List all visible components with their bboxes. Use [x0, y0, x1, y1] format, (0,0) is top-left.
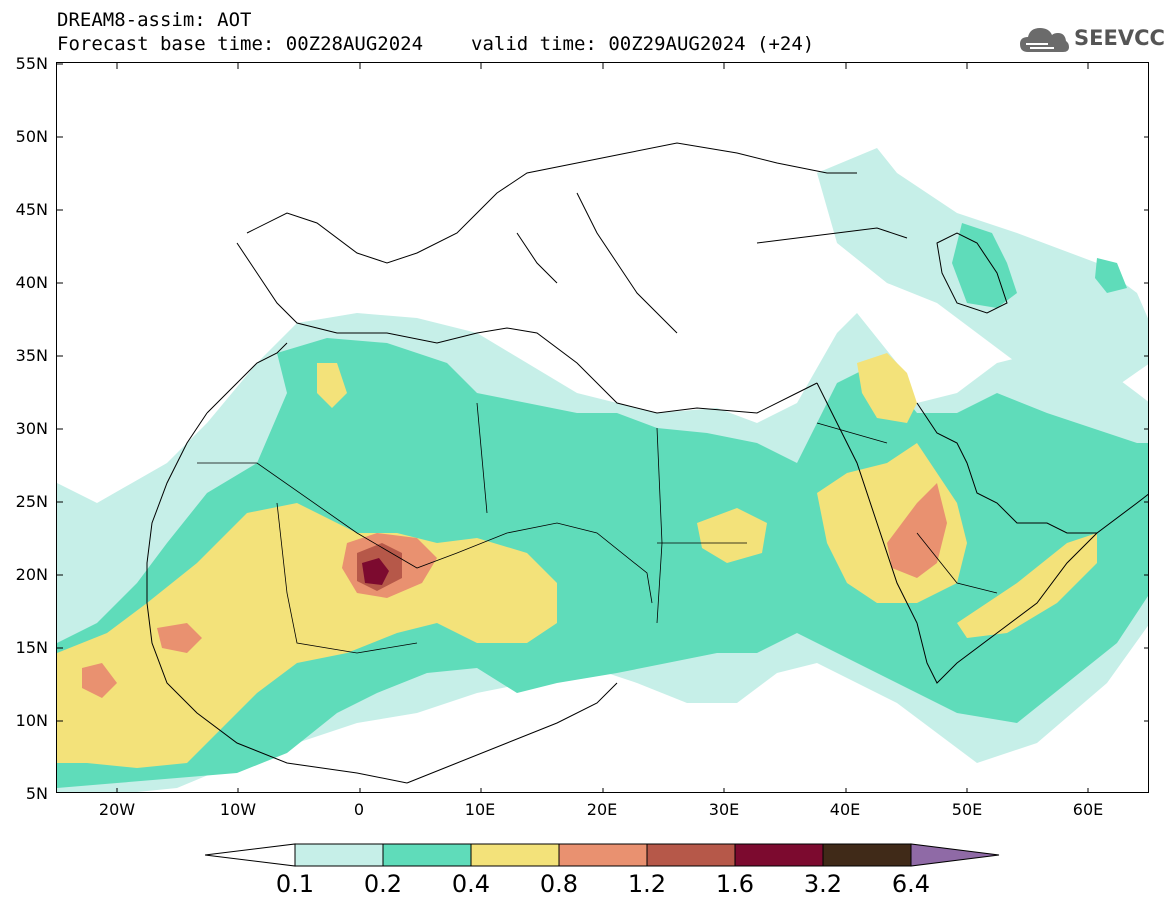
legend-level: 1.2: [627, 870, 667, 898]
lat-ticks: [57, 63, 1148, 722]
lon-label: 50E: [951, 800, 983, 819]
legend-swatch: [646, 843, 736, 867]
aot-band-04-nilwest: [697, 508, 767, 563]
borders: [197, 402, 998, 654]
lon-label: 40E: [829, 800, 861, 819]
lat-label: 10N: [15, 711, 48, 730]
lon-label: 60E: [1072, 800, 1104, 819]
map-title: DREAM8-assim: AOT: [57, 9, 252, 31]
lon-ticks: [116, 63, 1089, 792]
aot-band-08-arabia: [887, 483, 947, 578]
lat-label: 30N: [15, 419, 48, 438]
aot-band-04: [57, 503, 557, 768]
legend-level: 3.2: [803, 870, 843, 898]
lat-label: 40N: [15, 273, 48, 292]
lon-label: 20W: [98, 800, 136, 819]
aot-colorbar: [205, 843, 1000, 867]
legend-swatch: [382, 843, 472, 867]
lon-label: 30E: [708, 800, 740, 819]
legend-level: 0.8: [539, 870, 579, 898]
legend-level: 0.4: [451, 870, 491, 898]
cloud-icon: [1020, 28, 1069, 52]
lat-label: 55N: [15, 54, 48, 73]
lon-label: 10E: [464, 800, 496, 819]
base-time: Forecast base time: 00Z28AUG2024: [57, 33, 424, 55]
lon-label: 10W: [219, 800, 257, 819]
lat-label: 20N: [15, 565, 48, 584]
time-info: Forecast base time: 00Z28AUG2024 valid ti…: [57, 34, 814, 54]
legend-level: 0.1: [275, 870, 315, 898]
legend-swatch: [558, 843, 648, 867]
logo-text: SEEVCCC: [1074, 26, 1165, 50]
aot-band-04-oman: [957, 533, 1097, 638]
legend-swatch: [470, 843, 560, 867]
lon-label: 20E: [586, 800, 618, 819]
legend-swatch: [294, 843, 384, 867]
legend-arrow-low: [205, 843, 296, 867]
lat-label: 15N: [15, 638, 48, 657]
aot-band-02: [57, 338, 1148, 788]
aot-field: [57, 148, 1148, 792]
lat-label: 50N: [15, 127, 48, 146]
aot-band-08-senegal: [157, 623, 202, 653]
lat-label: 45N: [15, 200, 48, 219]
aot-band-04-iraq: [857, 353, 917, 423]
aot-band-04-atlas: [317, 363, 347, 408]
lon-label: 0: [353, 800, 365, 819]
lat-label: 5N: [25, 784, 48, 803]
legend-arrow-high: [910, 843, 1000, 867]
legend-level: 0.2: [363, 870, 403, 898]
coastlines: [146, 142, 1148, 784]
aot-band-02-caspian: [952, 223, 1017, 308]
aot-band-08-coast: [82, 663, 117, 698]
lat-label: 25N: [15, 492, 48, 511]
aot-band-16: [362, 558, 389, 585]
legend-swatch: [822, 843, 912, 867]
map-canvas: [57, 63, 1148, 792]
lat-label: 35N: [15, 346, 48, 365]
legend-level: 6.4: [891, 870, 931, 898]
valid-time: valid time: 00Z29AUG2024 (+24): [471, 33, 815, 55]
legend-level: 1.6: [715, 870, 755, 898]
aot-map: [56, 62, 1149, 793]
legend-swatch: [734, 843, 824, 867]
seevccc-logo: SEEVCCC: [1018, 22, 1165, 56]
aot-band-02-east: [1095, 258, 1127, 293]
